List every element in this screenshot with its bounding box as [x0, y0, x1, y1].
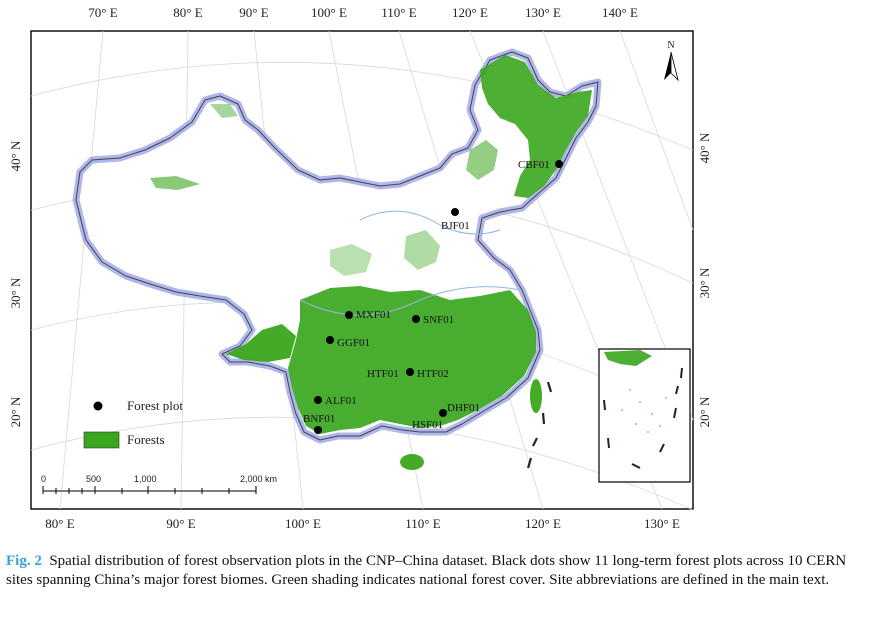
site-label: CBF01 — [518, 159, 550, 171]
top-lon-label: 140° E — [602, 5, 638, 20]
top-lon-label: 100° E — [311, 5, 347, 20]
left-latitude-labels: 40° N 30° N 20° N — [8, 140, 23, 427]
top-lon-label: 90° E — [239, 5, 268, 20]
site-label: HTF02 — [417, 368, 449, 380]
scale-bar: 0 500 1,000 2,000 km — [41, 474, 277, 494]
site-markers: CBF01 BJF01 MXF01 SNF01 GGF01 HTF01 HTF0… — [303, 159, 563, 434]
top-lon-label: 130° E — [525, 5, 561, 20]
right-latitude-labels: 40° N 30° N 20° N — [697, 132, 712, 427]
right-lat-label: 40° N — [697, 132, 712, 163]
site-dot[interactable] — [326, 336, 334, 344]
site-label: GGF01 — [337, 337, 370, 349]
top-longitude-labels: 70° E 80° E 90° E 100° E 110° E 120° E 1… — [88, 5, 638, 20]
site-label: MXF01 — [356, 309, 391, 321]
left-lat-label: 30° N — [8, 277, 23, 308]
legend-forest-swatch — [83, 431, 120, 449]
site-label: ALF01 — [325, 395, 357, 407]
legend-plot-label: Forest plot — [127, 398, 183, 413]
legend: Forest plot Forests — [83, 398, 183, 449]
bottom-lon-label: 120° E — [525, 516, 561, 531]
left-lat-label: 20° N — [8, 396, 23, 427]
bottom-lon-label: 90° E — [166, 516, 195, 531]
right-lat-label: 20° N — [697, 396, 712, 427]
scale-tick-label: 0 — [41, 474, 46, 484]
figure-number: Fig. 2 — [6, 553, 42, 569]
north-arrow: N — [664, 40, 679, 82]
caption-text: Spatial distribution of forest observati… — [6, 553, 847, 588]
site-label: BJF01 — [441, 220, 470, 232]
site-dot[interactable] — [345, 311, 353, 319]
bottom-lon-label: 80° E — [45, 516, 74, 531]
left-lat-label: 40° N — [8, 140, 23, 171]
site-dot[interactable] — [451, 208, 459, 216]
north-arrow-label: N — [667, 40, 674, 51]
boundary-dashes — [526, 381, 553, 469]
site-label: HSF01 — [412, 419, 443, 431]
site-dot[interactable] — [314, 396, 322, 404]
site-dot[interactable] — [412, 315, 420, 323]
scale-tick-label: 2,000 km — [240, 474, 277, 484]
site-label: HTF01 — [367, 368, 399, 380]
scale-tick-label: 500 — [86, 474, 101, 484]
scale-tick-label: 1,000 — [134, 474, 157, 484]
bottom-lon-label: 100° E — [285, 516, 321, 531]
forest-cover — [150, 55, 592, 470]
top-lon-label: 70° E — [88, 5, 117, 20]
site-label: BNF01 — [303, 413, 335, 425]
right-lat-label: 30° N — [697, 267, 712, 298]
north-arrow-left-icon — [664, 52, 671, 80]
site-dot[interactable] — [555, 160, 563, 168]
legend-plot-symbol — [93, 401, 103, 411]
figure-caption: Fig. 2 Spatial distribution of forest ob… — [6, 552, 874, 590]
forest-plot-map: 70° E 80° E 90° E 100° E 110° E 120° E 1… — [8, 5, 712, 531]
north-arrow-right-icon — [670, 51, 679, 82]
site-dot[interactable] — [314, 426, 322, 434]
top-lon-label: 80° E — [173, 5, 202, 20]
bottom-lon-label: 130° E — [644, 516, 680, 531]
bottom-lon-label: 110° E — [405, 516, 440, 531]
top-lon-label: 120° E — [452, 5, 488, 20]
bottom-longitude-labels: 80° E 90° E 100° E 110° E 120° E 130° E — [45, 516, 680, 531]
site-label: DHF01 — [447, 402, 480, 414]
site-dot[interactable] — [406, 368, 414, 376]
site-label: SNF01 — [423, 314, 454, 326]
inset-map — [598, 348, 691, 483]
site-dot[interactable] — [439, 409, 447, 417]
rivers — [299, 210, 521, 316]
legend-forest-label: Forests — [127, 432, 165, 447]
top-lon-label: 110° E — [381, 5, 416, 20]
